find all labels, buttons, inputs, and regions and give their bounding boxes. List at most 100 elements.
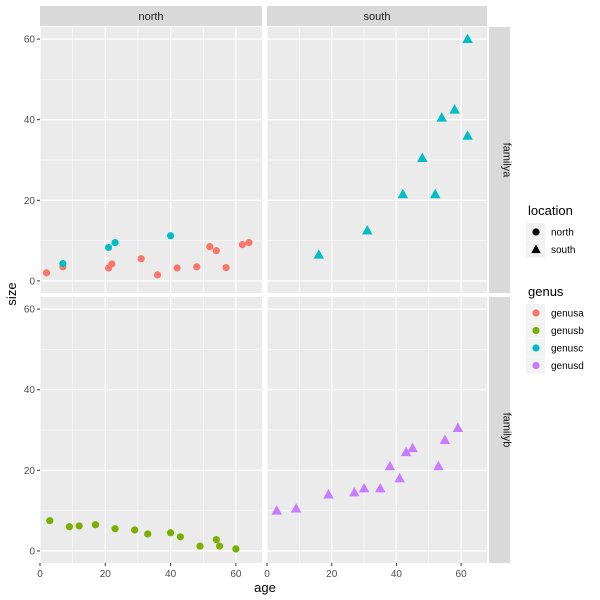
legend-key-genusd <box>532 361 540 370</box>
panel-familya-south <box>266 27 487 293</box>
series-genusa-north <box>42 239 253 279</box>
data-point <box>176 533 184 541</box>
x-tick-label: 60 <box>230 569 242 580</box>
data-point <box>108 260 116 268</box>
data-point <box>407 442 418 453</box>
legend-title-genus: genus <box>528 284 564 299</box>
data-point <box>397 188 409 199</box>
data-point <box>59 259 67 268</box>
data-point <box>323 488 334 499</box>
data-point <box>439 434 451 445</box>
x-tick-label: 20 <box>100 569 112 580</box>
facet-strip-familya <box>489 27 510 293</box>
data-point <box>313 249 324 259</box>
data-point <box>42 269 51 277</box>
x-tick-label: 40 <box>391 569 403 580</box>
legend-title-location: location <box>528 203 573 218</box>
legend-key-genusb <box>532 326 540 335</box>
facet-strip-south <box>267 6 487 26</box>
legend-label-genusa: genusa <box>551 309 584 320</box>
data-point <box>433 460 444 471</box>
data-point <box>349 486 360 497</box>
data-point <box>290 503 302 513</box>
data-point <box>436 112 447 122</box>
x-tick-label: 40 <box>165 569 177 580</box>
data-point <box>462 130 473 140</box>
data-point <box>166 529 175 537</box>
data-point <box>144 530 152 538</box>
data-point <box>137 255 145 263</box>
data-point <box>111 239 119 247</box>
legend-key-south <box>531 244 541 254</box>
y-tick-label: 60 <box>24 35 36 46</box>
facet-strip-label-north: north <box>138 11 163 23</box>
y-tick-label: 0 <box>29 276 35 287</box>
facet-strip-label-south: south <box>364 11 391 23</box>
y-axis-title: size <box>4 282 19 305</box>
data-point <box>232 545 240 553</box>
data-point <box>206 243 214 251</box>
data-point <box>215 542 224 550</box>
facet-strip-familyb <box>489 297 510 563</box>
legend-key-north <box>532 228 540 236</box>
data-point <box>417 152 428 162</box>
facet-strip-label-familyb: familyb <box>501 413 513 448</box>
series-genusb-north <box>46 517 240 553</box>
facet-strip-label-familya: familya <box>501 143 513 179</box>
panel-familya-north <box>39 27 262 293</box>
data-point <box>271 505 282 515</box>
data-point <box>111 525 119 533</box>
series-genusd-south <box>271 422 464 515</box>
y-tick-label: 60 <box>24 305 36 316</box>
y-tick-label: 40 <box>24 115 36 126</box>
data-point <box>173 264 181 272</box>
data-point <box>245 239 253 247</box>
data-point <box>449 104 460 114</box>
x-tick-label: 20 <box>326 569 338 580</box>
legend-label-genusd: genusd <box>551 361 584 372</box>
data-point <box>166 232 175 240</box>
legend-label-south: south <box>551 245 575 256</box>
data-point <box>153 271 162 279</box>
series-genusc-south <box>313 33 473 259</box>
data-point <box>46 517 54 525</box>
facet-strip-north <box>40 6 262 26</box>
data-point <box>222 264 230 272</box>
data-point <box>462 33 473 44</box>
facet-panels: north south familya familyb 0 20 40 60 0 20 40 60 0 2… <box>24 6 513 580</box>
data-point <box>394 472 405 483</box>
y-tick-label: 40 <box>24 385 36 396</box>
data-point <box>358 482 370 493</box>
data-point <box>212 536 220 544</box>
data-point <box>238 241 247 249</box>
panel-familyb-south <box>266 297 487 563</box>
data-point <box>452 422 464 432</box>
data-point <box>196 542 204 550</box>
legend-label-north: north <box>551 228 574 239</box>
legend-key-genusa <box>532 309 540 317</box>
y-tick-label: 20 <box>24 466 36 477</box>
data-point <box>131 526 139 534</box>
data-point <box>375 482 386 493</box>
legend-key-genusc <box>532 344 540 352</box>
data-point <box>384 460 396 471</box>
legend-label-genusb: genusb <box>551 326 584 337</box>
x-tick-label: 0 <box>37 569 43 580</box>
x-tick-label: 60 <box>456 569 468 580</box>
y-tick-label: 20 <box>24 196 36 207</box>
data-point <box>75 522 83 530</box>
panel-familyb-north <box>39 297 262 563</box>
data-point <box>65 523 73 531</box>
data-point <box>362 225 373 235</box>
x-tick-label: 0 <box>264 569 270 580</box>
data-point <box>193 263 201 271</box>
data-point <box>91 521 100 529</box>
x-axis-title: age <box>254 580 276 595</box>
series-genusc-north <box>59 232 175 268</box>
data-point <box>400 446 412 457</box>
legend: location north south genus genusa genusb genus… <box>526 203 584 374</box>
data-point <box>212 247 220 255</box>
data-point <box>104 243 113 252</box>
data-point <box>430 188 441 199</box>
